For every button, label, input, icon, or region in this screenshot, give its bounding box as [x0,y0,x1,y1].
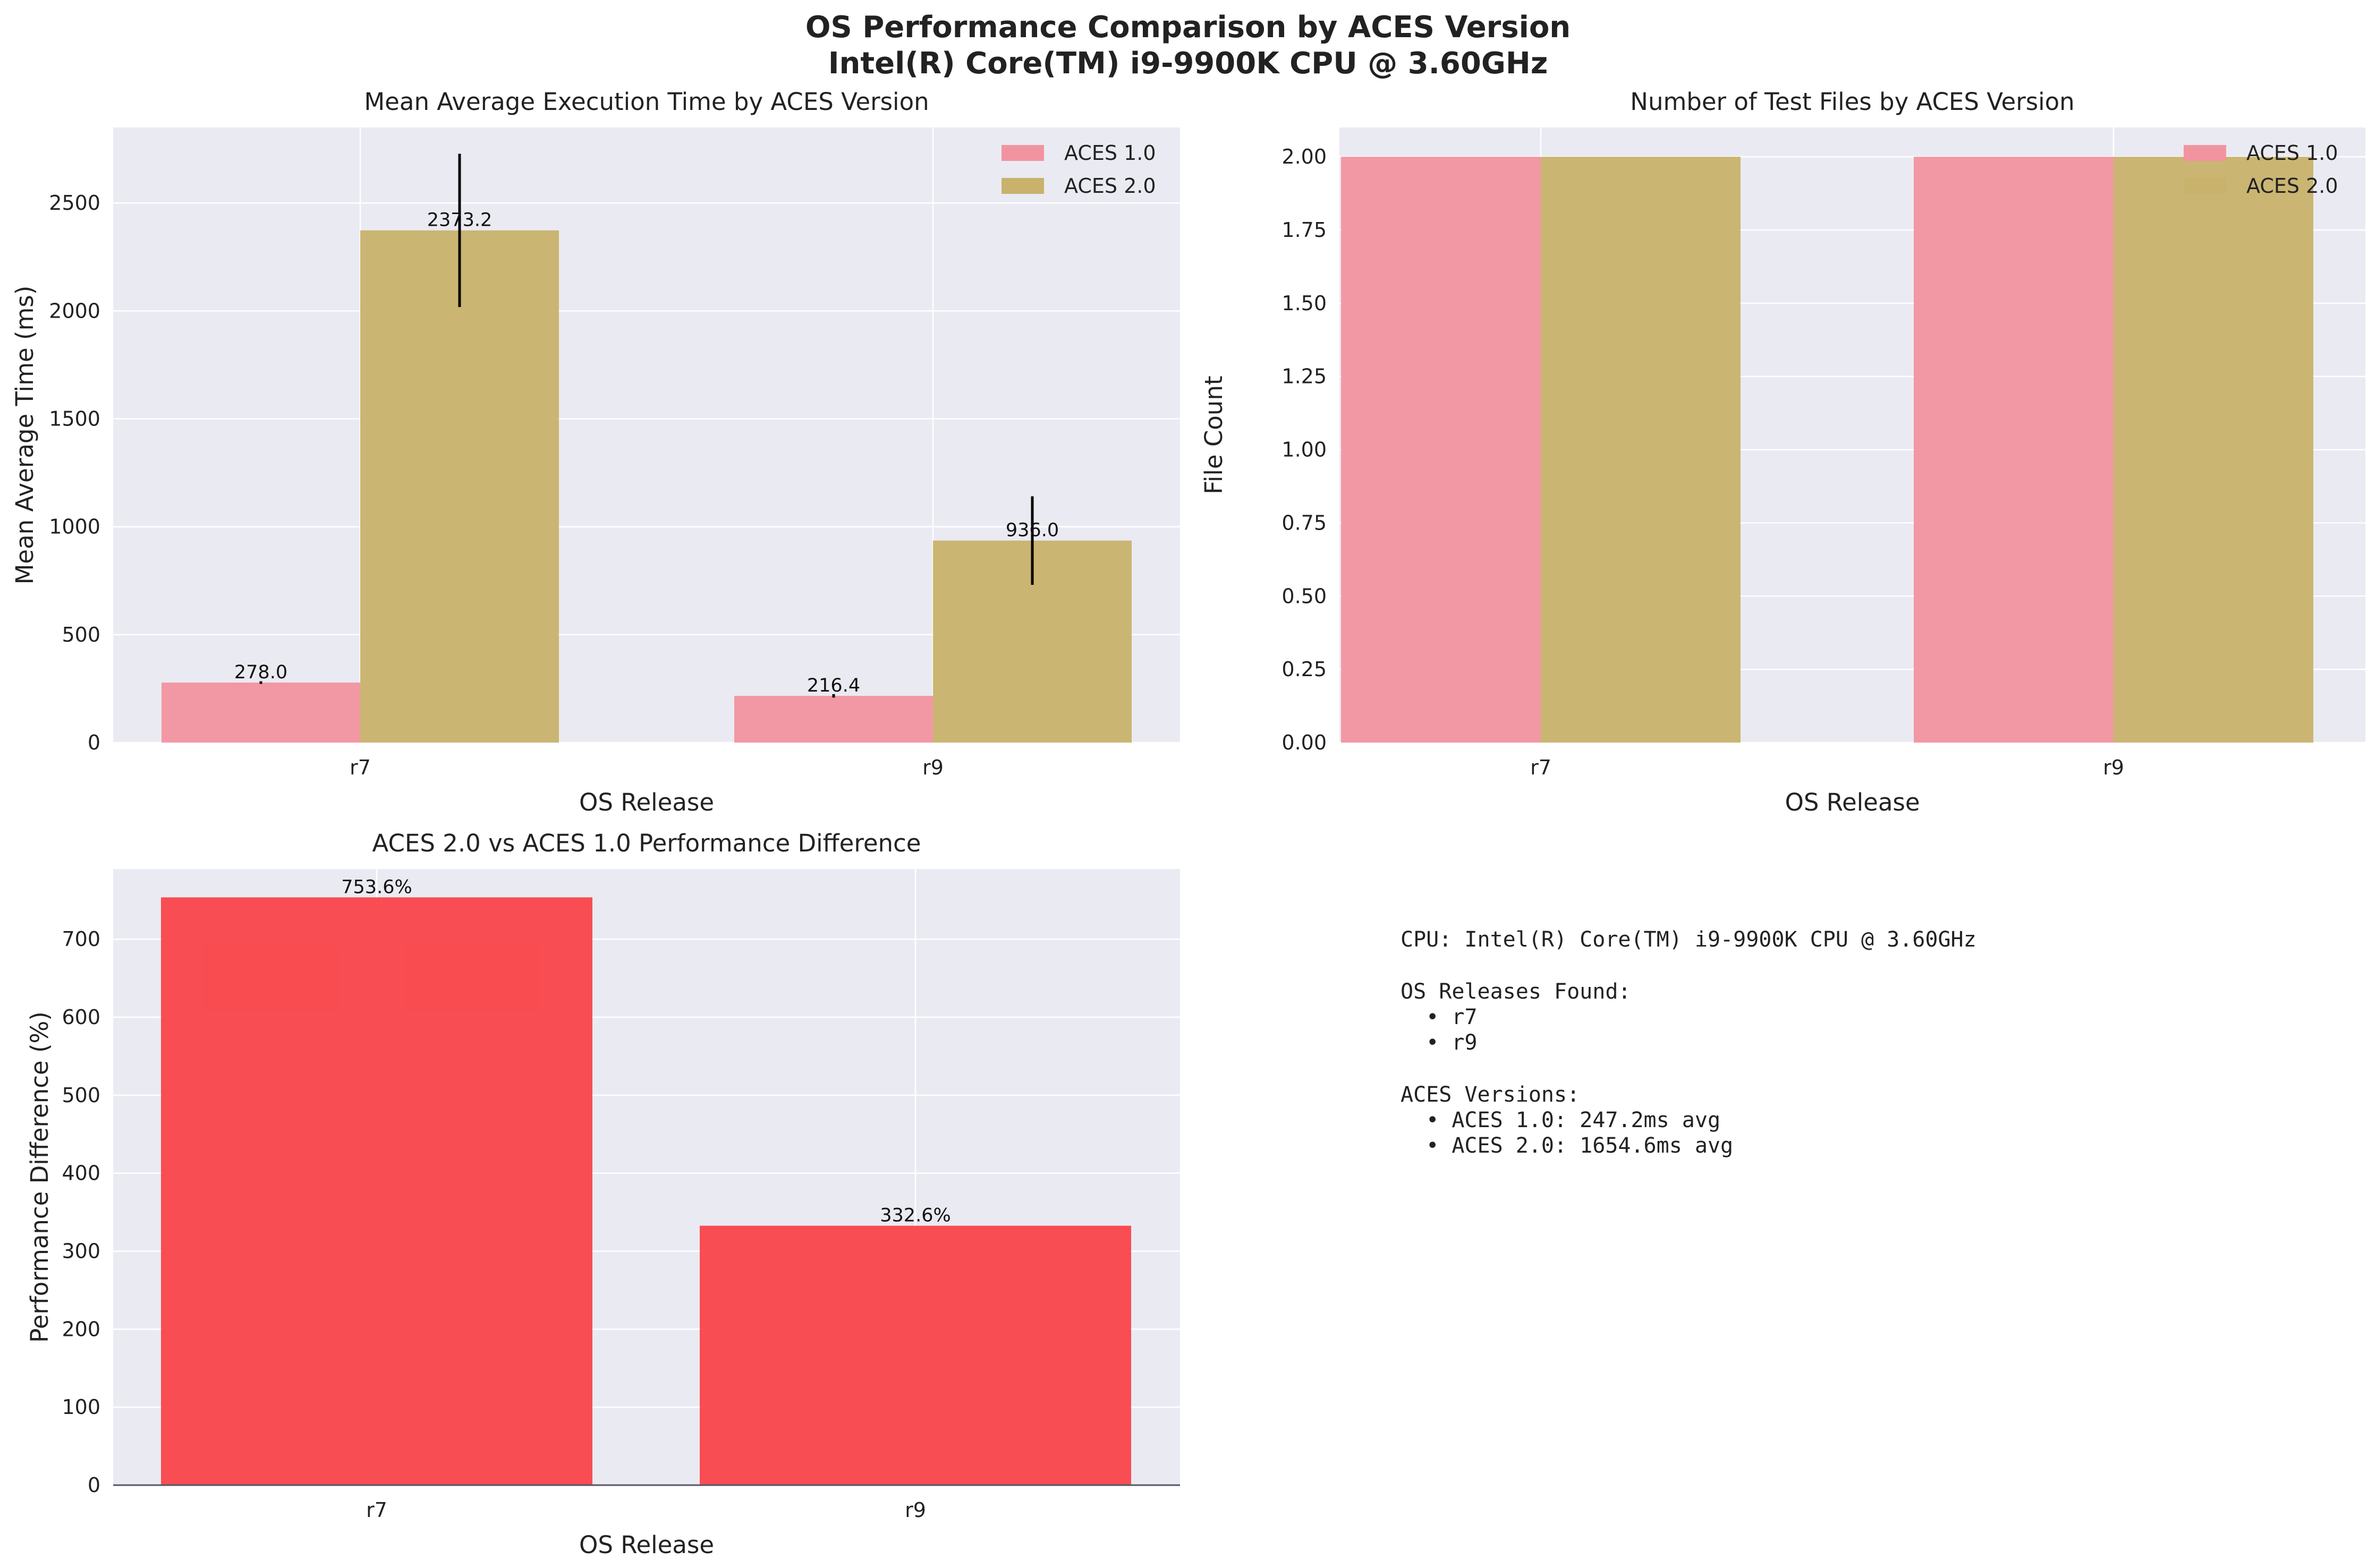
y-tick-label: 400 [62,1162,100,1185]
bar-aces-2-0 [1541,157,1741,743]
y-tick-label: 500 [62,623,100,646]
data-label: 216.4 [807,675,860,696]
figure-title-line1: OS Performance Comparison by ACES Versio… [805,10,1571,45]
data-label: 2373.2 [427,210,492,231]
y-tick-label: 2500 [49,191,100,215]
y-tick-label: 0.00 [1282,731,1327,754]
y-tick-label: 100 [62,1395,100,1419]
data-label: 936.0 [1006,520,1059,541]
info-panel: CPU: Intel(R) Core(TM) i9-9900K CPU @ 3.… [1401,927,1976,1158]
x-tick-label: r7 [366,1498,387,1522]
legend-label: ACES 2.0 [1064,174,1156,198]
y-tick-label: 200 [62,1317,100,1341]
data-label: 278.0 [234,662,287,683]
x-axis-label: OS Release [579,1531,714,1559]
y-axis-label: Performance Difference (%) [26,1011,54,1343]
info-line: CPU: Intel(R) Core(TM) i9-9900K CPU @ 3.… [1401,927,1976,952]
bar-aces-1-0 [1341,157,1541,743]
bar-aces-2-0 [2114,157,2313,743]
bar-aces-1-0 [734,696,933,743]
x-tick-label: r7 [1530,756,1551,779]
info-line: • ACES 2.0: 1654.6ms avg [1401,1134,1733,1158]
y-tick-label: 2000 [49,299,100,322]
bar-aces-2-0 [360,230,559,743]
data-label: 753.6% [341,876,412,898]
y-tick-label: 0.75 [1282,511,1327,534]
legend-label: ACES 2.0 [2246,174,2338,198]
y-tick-label: 0 [88,731,100,754]
y-tick-label: 300 [62,1239,100,1263]
bar-aces-1-0 [1914,157,2114,743]
y-tick-label: 1.00 [1282,438,1327,462]
chart-title: ACES 2.0 vs ACES 1.0 Performance Differe… [372,829,921,857]
info-line: OS Releases Found: [1401,979,1631,1004]
y-tick-label: 1.50 [1282,292,1327,315]
legend-swatch [1002,178,1044,194]
y-tick-label: 1000 [49,515,100,539]
data-label: 332.6% [880,1205,951,1226]
performance-difference-chart: 0 100 200 300 400 500 600 700 r7 r9 753.6% 332.6% AC… [26,829,1180,1559]
x-axis-label: OS Release [1785,788,1920,816]
info-line: ACES Versions: [1401,1083,1580,1107]
legend-swatch [2184,145,2226,161]
x-tick-label: r9 [922,756,944,779]
x-axis-label: OS Release [579,788,714,816]
chart-title: Mean Average Execution Time by ACES Vers… [364,88,929,116]
y-axis-label: File Count [1200,376,1228,494]
y-tick-label: 1.25 [1282,365,1327,388]
y-tick-label: 0.25 [1282,658,1327,681]
legend-label: ACES 1.0 [1064,141,1156,165]
legend-swatch [1002,145,1044,161]
info-line: • r9 [1401,1030,1478,1055]
execution-time-chart: 0 500 1000 1500 2000 2500 r7 r9 278.0 216.4 2373.2… [11,88,1180,816]
legend-swatch [2184,178,2226,194]
y-tick-label: 0 [88,1473,100,1497]
x-tick-label: r9 [2103,756,2124,779]
x-tick-label: r9 [905,1498,926,1522]
y-tick-label: 600 [62,1005,100,1029]
y-tick-label: 1500 [49,407,100,431]
legend-label: ACES 1.0 [2246,141,2338,165]
bar-difference [161,897,592,1485]
y-tick-label: 1.75 [1282,218,1327,242]
y-axis-label: Mean Average Time (ms) [11,286,39,585]
y-tick-label: 700 [62,927,100,951]
y-tick-label: 500 [62,1084,100,1107]
x-tick-label: r7 [350,756,371,779]
bar-aces-1-0 [162,683,360,743]
info-line: • r7 [1401,1005,1478,1029]
chart-title: Number of Test Files by ACES Version [1630,88,2074,116]
file-count-chart: 0.00 0.25 0.50 0.75 1.00 1.25 1.50 1.75 2.00 r7 r9… [1200,88,2365,816]
y-tick-label: 0.50 [1282,584,1327,608]
info-line: • ACES 1.0: 247.2ms avg [1401,1108,1720,1132]
y-tick-label: 2.00 [1282,145,1327,168]
figure-title-line2: Intel(R) Core(TM) i9-9900K CPU @ 3.60GHz [828,46,1548,81]
bar-difference [700,1225,1131,1485]
